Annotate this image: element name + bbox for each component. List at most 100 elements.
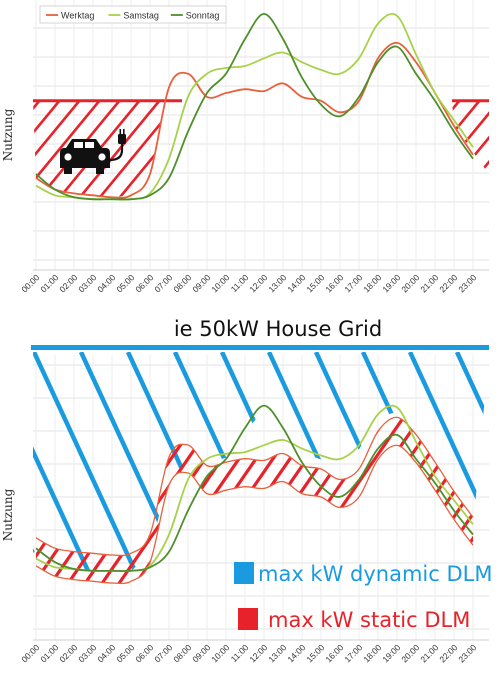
x-tick-label: 22:00 bbox=[437, 642, 459, 664]
x-tick-label: 19:00 bbox=[380, 272, 402, 294]
x-tick-label: 13:00 bbox=[266, 272, 288, 294]
static-hatch-stroke bbox=[214, 417, 418, 584]
x-tick-label: 15:00 bbox=[304, 642, 326, 664]
hatch-stroke bbox=[478, 100, 489, 175]
x-tick-label: 03:00 bbox=[76, 272, 98, 294]
hatch-stroke bbox=[458, 100, 489, 175]
top-legend: Werktag Samstag Sonntag bbox=[39, 5, 227, 24]
hatch-stroke bbox=[420, 100, 502, 270]
hatch-stroke bbox=[98, 99, 173, 198]
x-tick-label: 06:00 bbox=[133, 272, 155, 294]
x-tick-label: 04:00 bbox=[95, 642, 117, 664]
top-series-lines bbox=[35, 12, 474, 201]
hatch-stroke bbox=[260, 100, 400, 270]
x-tick-label: 11:00 bbox=[229, 272, 251, 294]
hatch-stroke bbox=[280, 100, 420, 270]
hatch-stroke bbox=[452, 100, 489, 175]
grid-limit-bar bbox=[31, 345, 489, 350]
chart-title: ie 50kW House Grid bbox=[174, 317, 382, 341]
static-dlm-swatch bbox=[238, 608, 258, 630]
x-tick-label: 21:00 bbox=[418, 272, 440, 294]
x-tick-label: 23:00 bbox=[456, 642, 478, 664]
x-tick-label: 19:00 bbox=[380, 642, 402, 664]
x-tick-label: 00:00 bbox=[19, 272, 41, 294]
x-tick-label: 17:00 bbox=[342, 642, 364, 664]
hatch-stroke bbox=[33, 99, 162, 198]
hatch-stroke bbox=[33, 99, 62, 198]
x-tick-label: 00:00 bbox=[19, 642, 41, 664]
hatch-stroke bbox=[480, 100, 502, 270]
x-tick-label: 15:00 bbox=[304, 272, 326, 294]
x-tick-label: 20:00 bbox=[399, 642, 421, 664]
x-tick-label: 10:00 bbox=[209, 642, 231, 664]
x-tick-label: 12:00 bbox=[247, 642, 269, 664]
hatch-stroke bbox=[452, 100, 462, 175]
x-tick-label: 01:00 bbox=[38, 642, 60, 664]
series-line-sonntag bbox=[35, 12, 474, 201]
hatch-stroke bbox=[260, 100, 400, 270]
x-tick-label: 01:00 bbox=[38, 272, 60, 294]
x-tick-label: 16:00 bbox=[323, 272, 345, 294]
x-tick-label: 18:00 bbox=[361, 642, 383, 664]
static-hatch-stroke bbox=[350, 417, 473, 584]
x-tick-label: 21:00 bbox=[418, 642, 440, 664]
x-tick-label: 09:00 bbox=[190, 642, 212, 664]
hatch-stroke bbox=[220, 100, 360, 270]
x-tick-label: 04:00 bbox=[95, 272, 117, 294]
hatch-stroke bbox=[200, 100, 340, 270]
x-tick-label: 17:00 bbox=[342, 272, 364, 294]
hatch-stroke bbox=[158, 99, 173, 198]
dynamic-dlm-label: max kW dynamic DLM bbox=[258, 562, 492, 586]
hatch-stroke bbox=[220, 100, 360, 270]
legend-label: Werktag bbox=[61, 11, 94, 21]
hatch-stroke bbox=[160, 100, 300, 270]
hatch-stroke bbox=[280, 100, 420, 270]
top-gridlines bbox=[33, 0, 489, 271]
hatch-stroke bbox=[33, 99, 102, 198]
hatch-stroke bbox=[452, 100, 489, 175]
x-tick-label: 08:00 bbox=[171, 272, 193, 294]
static-limit-hatch-area bbox=[33, 99, 502, 270]
x-tick-label: 23:00 bbox=[456, 272, 478, 294]
hatch-stroke bbox=[100, 100, 240, 270]
x-tick-label: 11:00 bbox=[229, 642, 251, 664]
hatch-stroke bbox=[460, 100, 502, 270]
static-hatch-stroke bbox=[248, 417, 452, 584]
legend-label: Samstag bbox=[123, 11, 159, 21]
x-tick-label: 05:00 bbox=[114, 272, 136, 294]
x-tick-label: 09:00 bbox=[190, 272, 212, 294]
x-tick-label: 18:00 bbox=[361, 272, 383, 294]
static-hatch-stroke bbox=[61, 417, 265, 584]
series-line-werktag bbox=[35, 41, 474, 199]
usage-chart-weekday-weekend: 00:0001:0002:0003:0004:0005:0006:0007:00… bbox=[1, 0, 502, 294]
x-tick-label: 10:00 bbox=[209, 272, 231, 294]
x-tick-label: 07:00 bbox=[152, 642, 174, 664]
x-tick-label: 05:00 bbox=[114, 642, 136, 664]
bottom-gridlines bbox=[33, 355, 489, 641]
series-line-2 bbox=[35, 404, 474, 572]
x-tick-label: 16:00 bbox=[323, 642, 345, 664]
hatch-stroke bbox=[180, 100, 320, 270]
bottom-y-axis-label: Nutzung bbox=[1, 488, 15, 541]
hatch-stroke bbox=[320, 100, 460, 270]
dynamic-dlm-swatch bbox=[234, 562, 254, 584]
static-dlm-label: max kW static DLM bbox=[268, 608, 470, 632]
x-tick-label: 02:00 bbox=[57, 272, 79, 294]
x-tick-label: 14:00 bbox=[285, 272, 307, 294]
dynamic-hatch-stroke bbox=[78, 352, 204, 574]
ev-car-charging-icon bbox=[60, 129, 126, 174]
hatch-stroke bbox=[200, 100, 340, 270]
static-band-upper bbox=[35, 416, 474, 557]
legend-label: Sonntag bbox=[186, 11, 220, 21]
hatch-stroke bbox=[38, 99, 173, 198]
x-tick-label: 02:00 bbox=[57, 642, 79, 664]
x-tick-label: 12:00 bbox=[247, 272, 269, 294]
x-tick-label: 03:00 bbox=[76, 642, 98, 664]
x-tick-label: 08:00 bbox=[171, 642, 193, 664]
x-tick-label: 07:00 bbox=[152, 272, 174, 294]
x-tick-label: 20:00 bbox=[399, 272, 421, 294]
dynamic-hatch-stroke bbox=[33, 352, 110, 574]
hatch-stroke bbox=[180, 100, 320, 270]
hatch-stroke bbox=[33, 99, 142, 198]
